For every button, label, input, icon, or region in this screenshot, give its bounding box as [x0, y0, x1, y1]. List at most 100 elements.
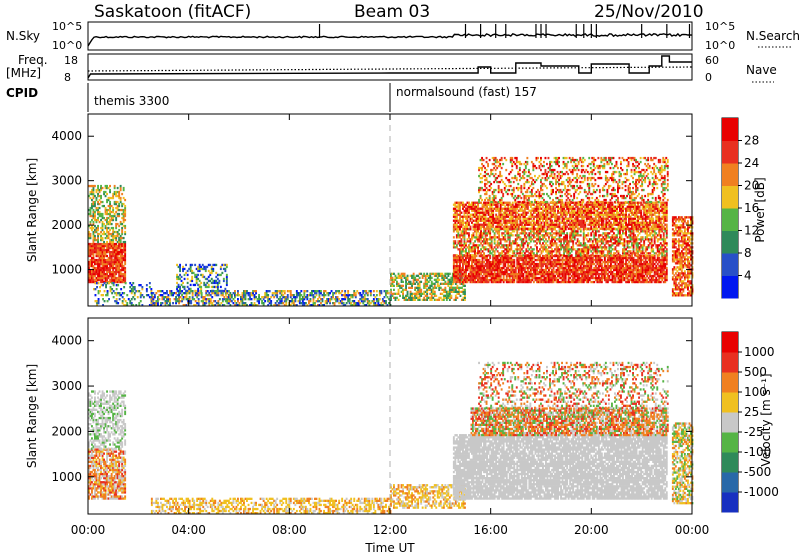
- heatmap-cell: [258, 298, 260, 301]
- heatmap-cell: [433, 294, 436, 297]
- heatmap-cell: [465, 230, 467, 233]
- heatmap-cell: [412, 292, 415, 295]
- heatmap-cell: [610, 268, 612, 272]
- heatmap-cell: [97, 202, 99, 206]
- heatmap-cell: [383, 300, 386, 303]
- heatmap-cell: [150, 298, 153, 301]
- heatmap-cell: [461, 282, 463, 285]
- heatmap-cell: [381, 304, 384, 307]
- heatmap-cell: [92, 186, 95, 190]
- heatmap-cell: [504, 278, 507, 282]
- heatmap-cell: [596, 248, 599, 251]
- heatmap-cell: [481, 234, 484, 237]
- heatmap-cell: [197, 289, 200, 293]
- heatmap-cell: [462, 290, 465, 293]
- heatmap-cell: [116, 194, 119, 198]
- heatmap-cell: [88, 194, 90, 198]
- heatmap-cell: [558, 250, 561, 253]
- heatmap-cell: [513, 260, 516, 264]
- heatmap-cell: [215, 294, 218, 297]
- heatmap-cell: [454, 258, 457, 262]
- heatmap-cell: [453, 288, 456, 291]
- heatmap-cell: [465, 242, 467, 245]
- heatmap-cell: [192, 271, 195, 275]
- heatmap-cell: [566, 232, 569, 235]
- heatmap-cell: [110, 278, 113, 282]
- heatmap-cell: [492, 258, 495, 262]
- heatmap-cell: [312, 302, 315, 305]
- heatmap-cell: [312, 290, 315, 293]
- heatmap-cell: [124, 258, 127, 262]
- heatmap-cell: [490, 264, 493, 268]
- heatmap-cell: [492, 264, 495, 268]
- heatmap-cell: [321, 304, 324, 307]
- heatmap-cell: [499, 258, 502, 262]
- heatmap-cell: [210, 265, 213, 269]
- heatmap-cell: [408, 296, 410, 299]
- heatmap-cell: [465, 248, 467, 251]
- heatmap-cell: [487, 258, 490, 262]
- heatmap-cell: [617, 252, 620, 255]
- heatmap-cell: [427, 286, 430, 289]
- heatmap-cell: [88, 212, 90, 216]
- heatmap-cell: [458, 290, 460, 293]
- heatmap-cell: [167, 296, 170, 299]
- heatmap-cell: [402, 294, 404, 297]
- heatmap-cell: [399, 286, 401, 289]
- heatmap-cell: [474, 280, 476, 284]
- heatmap-cell: [362, 302, 365, 305]
- heatmap-cell: [122, 266, 125, 270]
- heatmap-cell: [91, 260, 93, 264]
- heatmap-cell: [430, 296, 433, 299]
- heatmap-cell: [124, 256, 127, 260]
- heatmap-cell: [121, 302, 124, 305]
- heatmap-cell: [94, 202, 96, 206]
- heatmap-cell: [374, 302, 377, 305]
- heatmap-cell: [179, 292, 182, 295]
- heatmap-cell: [378, 304, 381, 307]
- heatmap-cell: [200, 273, 203, 277]
- heatmap-cell: [88, 276, 90, 280]
- heatmap-cell: [412, 296, 415, 299]
- heatmap-cell: [513, 262, 516, 266]
- heatmap-cell: [190, 300, 193, 303]
- heatmap-cell: [258, 296, 260, 299]
- heatmap-cell: [230, 296, 233, 299]
- heatmap-cell: [588, 240, 591, 243]
- heatmap-cell: [576, 238, 579, 241]
- heatmap-cell: [460, 246, 463, 249]
- heatmap-cell: [477, 246, 479, 249]
- heatmap-cell: [244, 298, 247, 301]
- heatmap-cell: [256, 300, 259, 303]
- heatmap-cell: [167, 294, 170, 297]
- heatmap-cell: [91, 244, 93, 248]
- heatmap-cell: [212, 267, 215, 271]
- heatmap-cell: [519, 250, 522, 253]
- heatmap-cell: [118, 202, 121, 206]
- heatmap-cell: [498, 276, 501, 280]
- heatmap-cell: [112, 248, 115, 252]
- heatmap-cell: [487, 262, 490, 266]
- heatmap-cell: [664, 264, 667, 268]
- heatmap-cell: [502, 264, 505, 268]
- heatmap-cell: [513, 264, 516, 268]
- heatmap-cell: [226, 302, 229, 305]
- heatmap-cell: [540, 276, 543, 280]
- heatmap-cell: [439, 282, 442, 285]
- heatmap-cell: [347, 298, 350, 301]
- heatmap-cell: [525, 258, 528, 262]
- heatmap-cell: [529, 264, 532, 268]
- heatmap-cell: [399, 276, 401, 279]
- heatmap-cell: [300, 294, 303, 297]
- heatmap-cell: [472, 232, 475, 235]
- heatmap-cell: [116, 208, 119, 212]
- heatmap-cell: [450, 288, 453, 291]
- heatmap-cell: [435, 294, 438, 297]
- heatmap-cell: [478, 260, 481, 264]
- heatmap-cell: [439, 286, 442, 289]
- heatmap-cell: [295, 304, 298, 307]
- heatmap-cell: [622, 274, 624, 278]
- heatmap-cell: [97, 226, 99, 230]
- heatmap-cell: [551, 248, 553, 251]
- heatmap-cell: [504, 254, 507, 257]
